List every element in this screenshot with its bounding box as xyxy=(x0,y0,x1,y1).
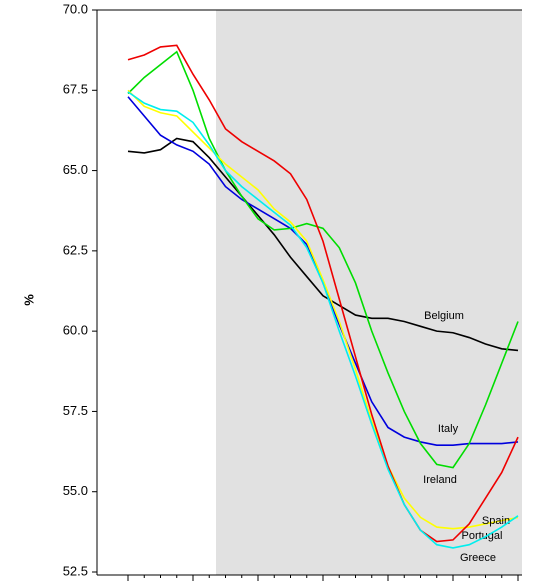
series-label: Portugal xyxy=(462,530,503,542)
y-tick-label: 67.5 xyxy=(63,82,88,97)
y-tick-label: 60.0 xyxy=(63,323,88,338)
series-label: Spain xyxy=(482,515,510,527)
shaded-region xyxy=(216,10,522,575)
series-line xyxy=(127,91,519,549)
series-label: Greece xyxy=(460,552,496,564)
series-line xyxy=(127,50,519,469)
y-axis-label: % xyxy=(21,294,36,306)
y-tick-label: 62.5 xyxy=(63,242,88,257)
series-line xyxy=(127,44,519,543)
y-tick-label: 57.5 xyxy=(63,403,88,418)
y-tick-label: 70.0 xyxy=(63,1,88,16)
y-tick-label: 65.0 xyxy=(63,162,88,177)
y-tick-label: 55.0 xyxy=(63,483,88,498)
series-label: Italy xyxy=(438,423,459,435)
series-label: Ireland xyxy=(423,474,457,486)
series-line xyxy=(127,89,519,530)
y-tick-label: 52.5 xyxy=(63,563,88,578)
series-label: Belgium xyxy=(424,310,464,322)
series-line xyxy=(127,137,519,352)
